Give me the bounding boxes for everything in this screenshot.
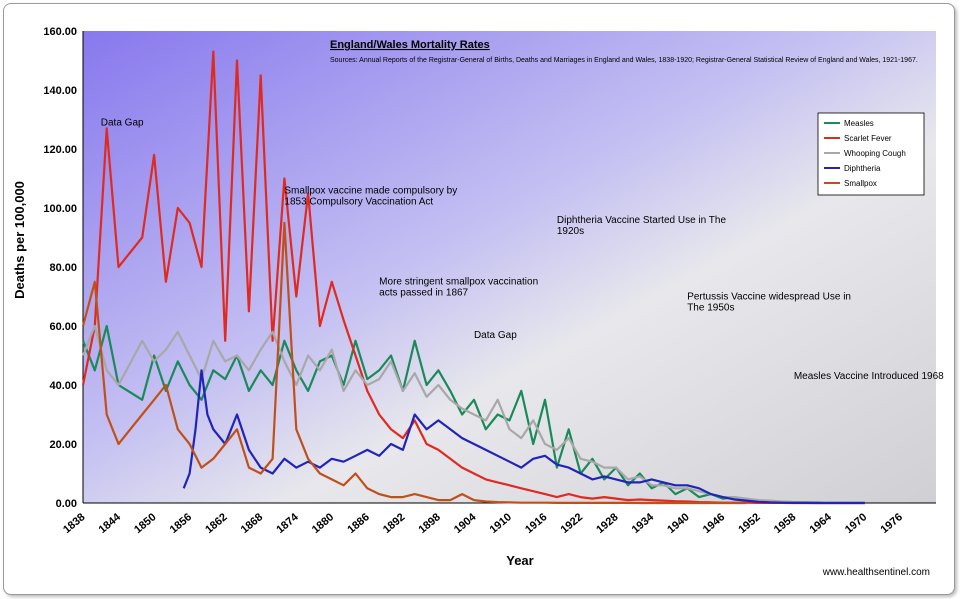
- x-tick-label: 1970: [843, 511, 869, 536]
- x-tick-label: 1964: [807, 511, 834, 536]
- y-tick-label: 160.00: [43, 26, 77, 38]
- x-tick-label: 1874: [274, 511, 301, 536]
- x-tick-label: 1850: [132, 511, 158, 536]
- x-tick-label: 1886: [345, 511, 371, 536]
- annotation-text: Pertussis Vaccine widespread Use in: [687, 291, 851, 302]
- annotation-text: 1853 Compulsory Vaccination Act: [284, 196, 433, 207]
- legend-entry: Measles: [844, 119, 874, 128]
- y-tick-label: 100.00: [43, 203, 77, 215]
- x-tick-label: 1892: [381, 511, 407, 536]
- chart-title: England/Wales Mortality Rates: [330, 39, 490, 51]
- legend-entry: Smallpox: [844, 179, 877, 188]
- y-tick-label: 0.00: [56, 498, 77, 510]
- annotation-text: acts passed in 1867: [379, 288, 468, 299]
- x-tick-label: 1910: [488, 511, 514, 536]
- x-tick-label: 1868: [239, 511, 265, 536]
- x-tick-label: 1952: [736, 511, 762, 536]
- x-tick-label: 1856: [168, 511, 194, 536]
- annotation-text: Measles Vaccine Introduced 1968: [794, 371, 944, 382]
- x-tick-label: 1928: [594, 511, 620, 536]
- y-tick-label: 60.00: [49, 321, 77, 333]
- series-line-smallpox: [81, 221, 747, 505]
- y-tick-label: 120.00: [43, 144, 77, 156]
- x-tick-label: 1934: [630, 511, 657, 536]
- annotation-text: 1920s: [557, 226, 584, 237]
- x-tick-label: 1976: [878, 511, 904, 536]
- plot-area: [83, 31, 936, 503]
- y-tick-label: 80.00: [49, 262, 77, 274]
- source-note: Sources: Annual Reports of the Registrar…: [330, 57, 918, 64]
- legend-entry: Diphtheria: [844, 164, 881, 173]
- watermark: www.healthsentinel.com: [822, 567, 930, 578]
- x-tick-label: 1898: [416, 511, 442, 536]
- y-tick-label: 40.00: [49, 380, 77, 392]
- annotation-text: Data Gap: [101, 117, 144, 128]
- annotation-text: The 1950s: [687, 302, 734, 313]
- x-tick-label: 1904: [452, 511, 479, 536]
- x-tick-label: 1940: [665, 511, 691, 536]
- annotation-text: Smallpox vaccine made compulsory by: [284, 185, 457, 196]
- series-line-diphtheria: [182, 369, 865, 505]
- legend-entry: Scarlet Fever: [844, 134, 892, 143]
- x-tick-label: 1916: [523, 511, 549, 536]
- series-line-whooping-cough: [81, 324, 865, 504]
- x-tick-label: 1880: [310, 511, 336, 536]
- x-tick-label: 1844: [97, 511, 124, 536]
- x-axis-label: Year: [506, 553, 533, 568]
- x-tick-label: 1922: [559, 511, 585, 536]
- annotation-text: Data Gap: [474, 330, 517, 341]
- x-tick-label: 1838: [61, 511, 87, 536]
- annotation-text: Diphtheria Vaccine Started Use in The: [557, 215, 727, 226]
- legend-entry: Whooping Cough: [844, 149, 906, 158]
- y-tick-label: 20.00: [49, 439, 77, 451]
- x-tick-label: 1862: [203, 511, 229, 536]
- y-axis-label: Deaths per 100,000: [12, 181, 27, 299]
- annotation-text: More stringent smallpox vaccination: [379, 277, 538, 288]
- x-tick-label: 1958: [772, 511, 798, 536]
- y-tick-label: 140.00: [43, 85, 77, 97]
- x-tick-label: 1946: [701, 511, 727, 536]
- legend: Measles Scarlet Fever Whooping Cough Diphth…: [817, 112, 925, 196]
